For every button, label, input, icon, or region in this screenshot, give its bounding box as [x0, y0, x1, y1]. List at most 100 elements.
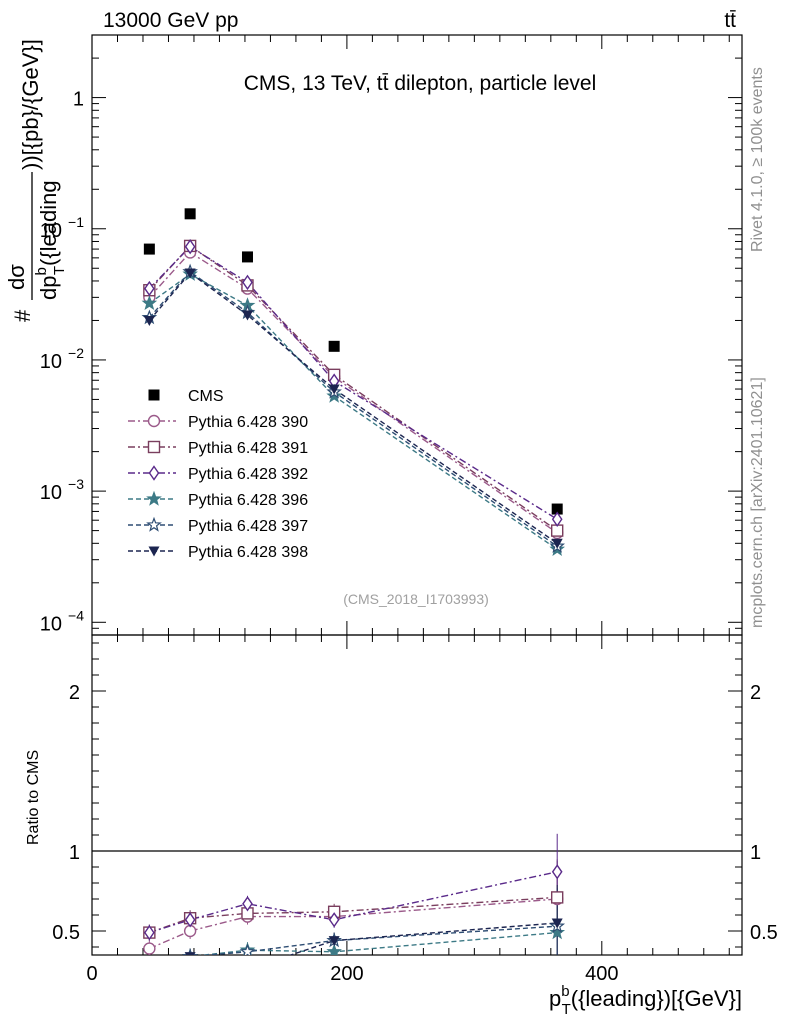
ratio-tick-label-left: 0.5 — [52, 922, 80, 944]
x-axis-label: pb T({leading})[{GeV}] — [549, 983, 742, 1018]
data-point-3 — [242, 274, 253, 291]
legend-label: Pythia 6.428 398 — [188, 544, 308, 561]
legend-marker — [146, 516, 162, 532]
main-tick-label: 10 — [40, 351, 62, 373]
data-point-6 — [551, 538, 563, 549]
ratio-point-3 — [551, 864, 563, 880]
main-tick-label: 1 — [73, 89, 84, 111]
energy-label: 13000 GeV pp — [103, 9, 238, 32]
data-point-0 — [143, 243, 155, 255]
svg-text:))[{pb}/{GeV}]: ))[{pb}/{GeV}] — [18, 39, 43, 170]
ratio-series-markers — [143, 864, 566, 975]
x-tick-label: 0 — [86, 963, 97, 985]
ratio-tick-label-right: 0.5 — [750, 922, 778, 944]
legend-label: Pythia 6.428 392 — [188, 466, 308, 483]
main-tick-exponent: −4 — [68, 607, 84, 623]
x-tick-label: 200 — [330, 963, 363, 985]
main-tick-exponent: −3 — [68, 476, 84, 492]
main-tick-label: 10 — [40, 220, 62, 242]
ratio-tick-label-left: 2 — [69, 682, 80, 704]
data-point-0 — [328, 340, 340, 352]
ratio-point-3 — [144, 924, 155, 941]
legend-label: CMS — [188, 388, 224, 405]
ratio-point-6 — [184, 952, 196, 955]
analysis-id: (CMS_2018_I1703993) — [343, 591, 489, 607]
data-point-6 — [328, 384, 340, 395]
series-line-1 — [148, 251, 558, 534]
data-point-3 — [184, 238, 196, 255]
series-line-2 — [148, 244, 558, 532]
ratio-series-lines — [148, 833, 558, 955]
legend-item: Pythia 6.428 392 — [128, 465, 308, 483]
svg-text:dpbT({leading: dpbT({leading — [33, 180, 68, 300]
ratio-point-4 — [326, 943, 342, 955]
ratio-plot-frame — [91, 634, 743, 956]
legend-marker — [147, 414, 161, 428]
ratio-point-3 — [242, 896, 253, 912]
main-tick-label: 10 — [40, 613, 62, 635]
ratio-line-6 — [288, 922, 558, 955]
legend-marker — [148, 465, 160, 481]
ratio-line-3 — [149, 871, 558, 934]
ratio-point-2 — [550, 891, 564, 904]
legend-marker — [147, 440, 161, 454]
ratio-point-5 — [143, 960, 155, 972]
legend-item: Pythia 6.428 390 — [128, 414, 308, 431]
ratio-line-5 — [200, 925, 558, 955]
ratio-point-3 — [328, 912, 340, 928]
legend-item: Pythia 6.428 397 — [128, 516, 308, 535]
ratio-tick-label-right: 2 — [750, 682, 761, 704]
legend-marker — [148, 546, 160, 557]
main-tick-exponent: −1 — [68, 214, 84, 230]
ratio-y-axis-label: Ratio to CMS — [25, 750, 42, 845]
svg-text:dσ: dσ — [4, 264, 29, 290]
legend-label: Pythia 6.428 391 — [188, 440, 308, 457]
main-tick-exponent: −2 — [68, 345, 84, 361]
chart-title: CMS, 13 TeV, tt̄ dilepton, particle leve… — [244, 72, 597, 95]
rivet-version-label: Rivet 4.1.0, ≥ 100k events — [749, 67, 766, 252]
legend-marker — [148, 389, 160, 401]
data-point-3 — [551, 511, 563, 528]
main-y-axis-label: # dσ dpbT({leading ))[{pb}/{GeV}] — [4, 39, 68, 322]
data-point-4 — [141, 295, 158, 311]
process-label: tt̄ — [724, 9, 736, 32]
legend-item: CMS — [148, 388, 224, 405]
data-point-0 — [241, 251, 253, 263]
ratio-tick-label-right: 1 — [750, 842, 761, 864]
data-point-6 — [241, 310, 253, 321]
legend-marker — [146, 490, 162, 506]
legend-label: Pythia 6.428 396 — [188, 492, 308, 509]
x-tick-label: 400 — [585, 963, 618, 985]
series-line-6 — [148, 272, 558, 544]
main-series-markers — [141, 208, 566, 557]
x-axis-ticks: 0 200 400 — [86, 35, 730, 985]
ratio-point-3 — [184, 912, 196, 928]
data-point-6 — [184, 268, 196, 279]
data-point-4 — [326, 387, 342, 403]
data-point-0 — [551, 503, 563, 515]
main-tick-label: 10 — [40, 482, 62, 504]
ratio-point-1 — [143, 942, 156, 955]
data-point-3 — [144, 280, 155, 297]
svg-text:#: # — [10, 309, 35, 322]
legend: CMS Pythia 6.428 390 Pythia 6.428 391 Pythi… — [128, 388, 308, 561]
ratio-point-4 — [549, 924, 566, 940]
legend-item: Pythia 6.428 396 — [128, 490, 308, 509]
ratio-point-6 — [242, 965, 253, 975]
legend-label: Pythia 6.428 397 — [188, 518, 308, 535]
ratio-point-6 — [328, 936, 340, 947]
legend-label: Pythia 6.428 390 — [188, 414, 308, 431]
ratio-y-axis-ticks: 0.5 0.5 1 1 2 2 — [52, 642, 778, 948]
ratio-point-6 — [551, 918, 563, 929]
data-point-0 — [184, 208, 196, 220]
legend-item: Pythia 6.428 391 — [128, 440, 308, 457]
main-y-axis-ticks: 1 10 −1 10 −2 10 −3 10 −4 — [40, 34, 742, 636]
legend-item: Pythia 6.428 398 — [128, 544, 308, 561]
ratio-line-4 — [198, 931, 558, 955]
ratio-point-6 — [144, 962, 155, 972]
mcplots-label: mcplots.cern.ch [arXiv:2401.10621] — [749, 377, 766, 628]
ratio-point-5 — [239, 943, 256, 955]
ratio-line-1 — [149, 898, 558, 950]
data-point-6 — [143, 315, 155, 326]
